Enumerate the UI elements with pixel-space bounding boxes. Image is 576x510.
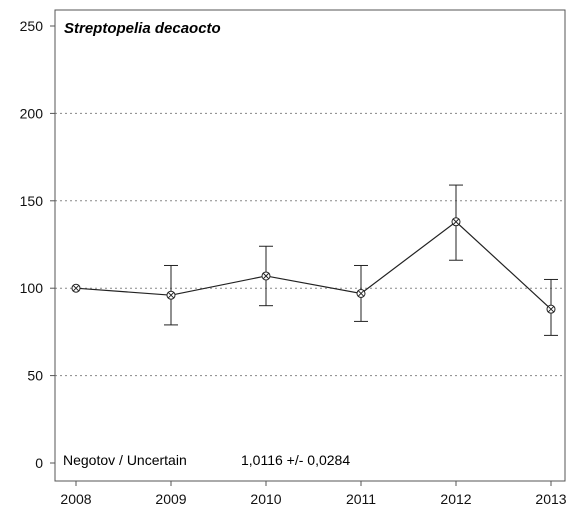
x-tick-label: 2012 — [440, 491, 471, 507]
data-point — [166, 290, 176, 300]
data-points — [71, 217, 556, 314]
data-point — [71, 283, 81, 293]
marker-cross — [547, 305, 555, 313]
marker-cross — [167, 291, 175, 299]
y-tick-label: 50 — [27, 368, 43, 384]
marker-cross — [262, 272, 270, 280]
plot-frame — [54, 9, 566, 482]
y-tick-label: 200 — [20, 105, 44, 121]
x-tick-label: 2008 — [60, 491, 91, 507]
uncertain-value: 1,0116 +/- 0,0284 — [241, 452, 350, 468]
marker-cross — [357, 290, 365, 297]
y-tick-label: 150 — [20, 193, 44, 209]
x-axis: 2008 2009 2010 2011 2012 2013 — [60, 481, 567, 507]
data-point — [356, 288, 366, 298]
y-axis: 0 50 100 150 200 250 — [20, 18, 55, 471]
chart-title: Streptopelia decaocto — [64, 20, 221, 37]
data-point — [261, 271, 271, 281]
uncertain-label: Negotov / Uncertain — [63, 452, 187, 468]
gridlines — [55, 112, 565, 377]
x-tick-label: 2011 — [346, 491, 376, 507]
x-tick-label: 2013 — [535, 491, 566, 507]
y-tick-label: 100 — [20, 280, 44, 296]
series-line — [75, 220, 552, 310]
x-tick-label: 2010 — [250, 491, 281, 507]
y-tick-label: 0 — [35, 455, 43, 471]
marker-cross — [452, 218, 460, 226]
error-bars — [164, 184, 558, 336]
marker-cross — [72, 284, 80, 292]
x-tick-label: 2009 — [155, 491, 186, 507]
data-point — [451, 217, 461, 227]
data-point — [546, 304, 556, 314]
y-tick-label: 250 — [20, 18, 44, 34]
